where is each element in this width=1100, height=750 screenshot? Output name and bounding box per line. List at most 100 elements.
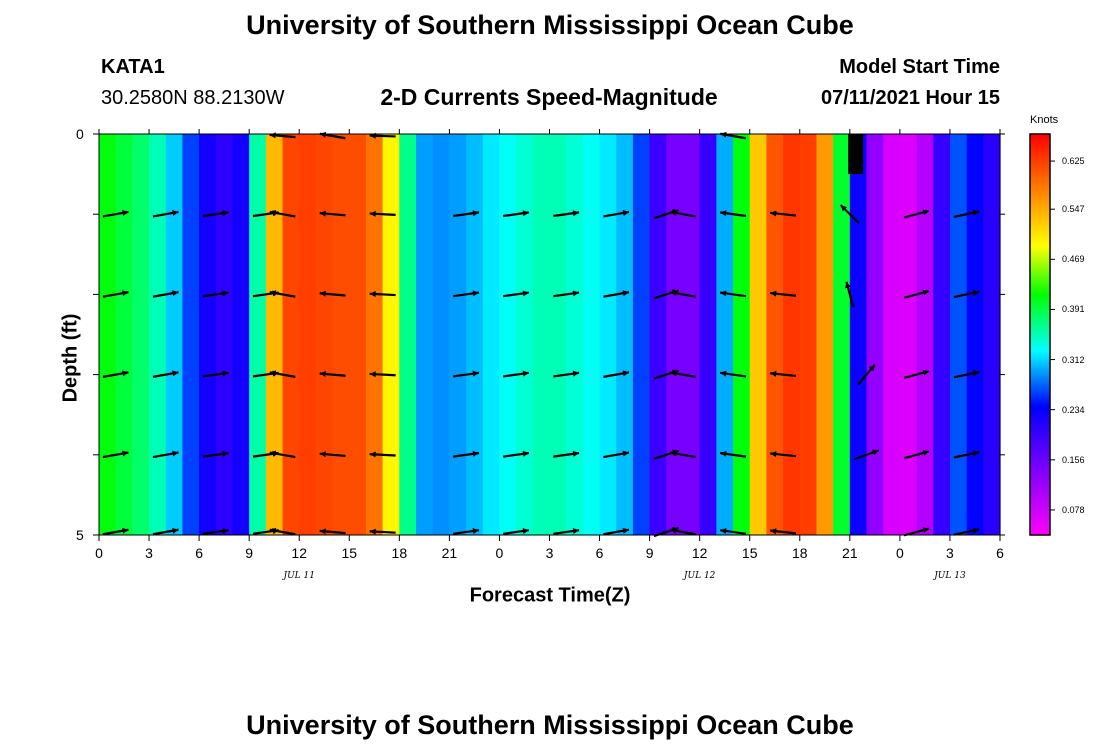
x-tick-label: 6 — [595, 545, 604, 561]
arrow-head — [319, 290, 326, 297]
current-arrow — [953, 209, 980, 218]
heatmap-cell — [799, 134, 818, 535]
current-arrow — [202, 370, 229, 378]
x-tick-label: 15 — [341, 545, 358, 561]
colorbar-title: Knots — [1030, 114, 1059, 126]
arrow-head — [319, 371, 326, 377]
date-label: JUL 11 — [283, 571, 315, 581]
arrow-head — [670, 527, 677, 534]
current-arrow — [953, 450, 980, 459]
current-arrow — [770, 370, 797, 378]
heatmap-cell — [149, 134, 167, 535]
current-arrow — [770, 528, 797, 535]
arrow-head — [572, 528, 580, 534]
y-tick-label: 5 — [76, 527, 84, 543]
colorbar-tick-label: 0.234 — [1062, 404, 1085, 415]
heatmap-cell — [599, 134, 617, 535]
current-arrow — [953, 370, 980, 379]
arrow-head — [670, 290, 677, 297]
current-arrow — [720, 528, 747, 535]
arrow-head — [622, 370, 630, 377]
current-arrow — [669, 290, 696, 298]
current-arrow — [269, 290, 296, 298]
heatmap-cell — [265, 134, 284, 535]
colorbar-tick-label: 0.391 — [1062, 304, 1085, 315]
current-arrow — [503, 290, 530, 298]
heatmap-cell — [332, 134, 350, 535]
heatmap-cell — [232, 134, 250, 535]
current-arrow — [202, 528, 229, 535]
current-arrow — [369, 528, 396, 535]
colorbar-tick-label: 0.547 — [1062, 204, 1085, 215]
current-arrow — [503, 450, 530, 458]
current-arrow — [269, 527, 296, 536]
x-tick-label: 3 — [145, 545, 153, 561]
current-arrow — [503, 528, 530, 535]
current-arrow — [603, 210, 630, 218]
heatmap-cell — [833, 134, 851, 535]
arrow-head — [369, 291, 376, 298]
heatmap-cells — [99, 134, 1001, 535]
heatmap-cell — [983, 134, 1001, 535]
arrow-head — [172, 290, 179, 297]
arrow-head — [720, 290, 727, 297]
current-arrow — [669, 210, 696, 218]
arrow-head — [572, 210, 580, 217]
arrow-head — [720, 528, 727, 534]
no-data-cell — [848, 134, 864, 175]
heatmap-cell — [249, 134, 267, 535]
current-arrow — [202, 290, 229, 298]
heatmap-cell — [682, 134, 701, 535]
arrow-head — [369, 451, 376, 458]
colorbar — [1029, 133, 1051, 536]
x-tick-label: 0 — [895, 545, 904, 561]
current-arrow — [603, 290, 630, 298]
current-vectors — [102, 131, 980, 538]
x-tick-label: 0 — [95, 545, 103, 561]
heatmap-cell — [582, 134, 601, 535]
arrow-head — [319, 210, 326, 217]
arrow-head — [622, 290, 630, 297]
arrow-head — [720, 450, 727, 457]
heatmap-cell — [349, 134, 367, 535]
current-arrow — [770, 290, 797, 297]
heatmap-cell — [315, 134, 334, 535]
x-tick-label: 12 — [291, 545, 308, 561]
chart-title: 2-D Currents Speed-Magnitude — [380, 84, 718, 110]
x-tick-label: 21 — [441, 545, 458, 561]
heatmap-cell — [399, 134, 417, 535]
current-arrow — [202, 210, 229, 218]
heatmap-cell — [449, 134, 467, 535]
heatmap-cell — [182, 134, 200, 535]
heatmap-cell — [883, 134, 901, 535]
current-arrow — [669, 370, 696, 378]
arrow-head — [845, 281, 851, 289]
current-arrow — [369, 210, 396, 217]
x-tick-label: 12 — [691, 545, 708, 561]
current-arrow — [453, 210, 480, 218]
current-arrow — [553, 450, 580, 458]
heatmap-cell — [365, 134, 384, 535]
colorbar-ticks — [1050, 160, 1055, 511]
y-axis-label: Depth (ft) — [59, 313, 82, 403]
heatmap-cell — [466, 134, 484, 535]
current-arrow — [319, 528, 346, 535]
current-arrow — [839, 204, 860, 225]
arrow-head — [522, 528, 530, 534]
current-arrow — [319, 451, 346, 458]
x-tick-label: 9 — [245, 545, 254, 561]
page-title: University of Southern Mississippi Ocean… — [246, 10, 854, 40]
current-arrow — [720, 210, 747, 218]
current-arrow — [720, 450, 747, 458]
arrow-head — [670, 370, 677, 377]
arrow-head — [222, 290, 229, 297]
masked-cell — [848, 134, 864, 175]
arrow-head — [472, 210, 479, 217]
heatmap-cell — [916, 134, 934, 535]
heatmap-cell — [649, 134, 667, 535]
arrow-head — [670, 450, 677, 457]
arrow-head — [222, 210, 229, 217]
arrow-head — [222, 450, 229, 457]
current-arrow — [770, 451, 797, 458]
current-arrow — [603, 370, 630, 378]
